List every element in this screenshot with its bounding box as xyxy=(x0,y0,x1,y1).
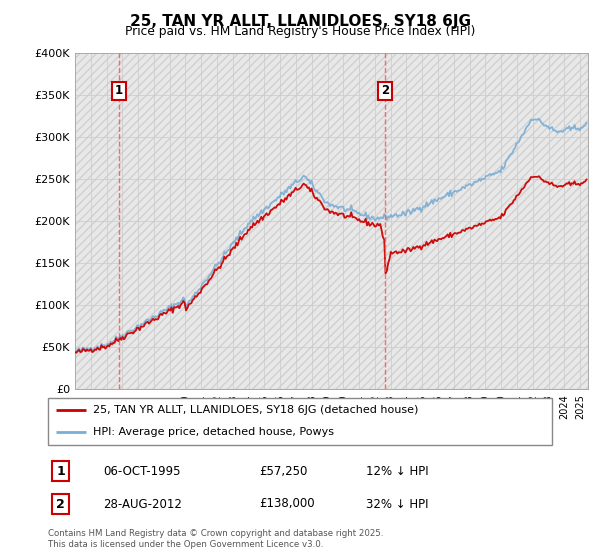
Text: 06-OCT-1995: 06-OCT-1995 xyxy=(103,465,181,478)
Text: 12% ↓ HPI: 12% ↓ HPI xyxy=(365,465,428,478)
Text: 1: 1 xyxy=(115,85,122,97)
Text: Price paid vs. HM Land Registry's House Price Index (HPI): Price paid vs. HM Land Registry's House … xyxy=(125,25,475,38)
Text: 2: 2 xyxy=(381,85,389,97)
Text: HPI: Average price, detached house, Powys: HPI: Average price, detached house, Powy… xyxy=(94,427,334,437)
Text: Contains HM Land Registry data © Crown copyright and database right 2025.: Contains HM Land Registry data © Crown c… xyxy=(48,529,383,538)
Text: £57,250: £57,250 xyxy=(260,465,308,478)
Text: This data is licensed under the Open Government Licence v3.0.: This data is licensed under the Open Gov… xyxy=(48,540,323,549)
Text: 25, TAN YR ALLT, LLANIDLOES, SY18 6JG (detached house): 25, TAN YR ALLT, LLANIDLOES, SY18 6JG (d… xyxy=(94,405,419,416)
Text: £138,000: £138,000 xyxy=(260,497,316,511)
Text: 32% ↓ HPI: 32% ↓ HPI xyxy=(365,497,428,511)
FancyBboxPatch shape xyxy=(48,398,552,445)
Text: 1: 1 xyxy=(56,465,65,478)
Text: 28-AUG-2012: 28-AUG-2012 xyxy=(103,497,182,511)
Text: 25, TAN YR ALLT, LLANIDLOES, SY18 6JG: 25, TAN YR ALLT, LLANIDLOES, SY18 6JG xyxy=(130,14,470,29)
Text: 2: 2 xyxy=(56,497,65,511)
